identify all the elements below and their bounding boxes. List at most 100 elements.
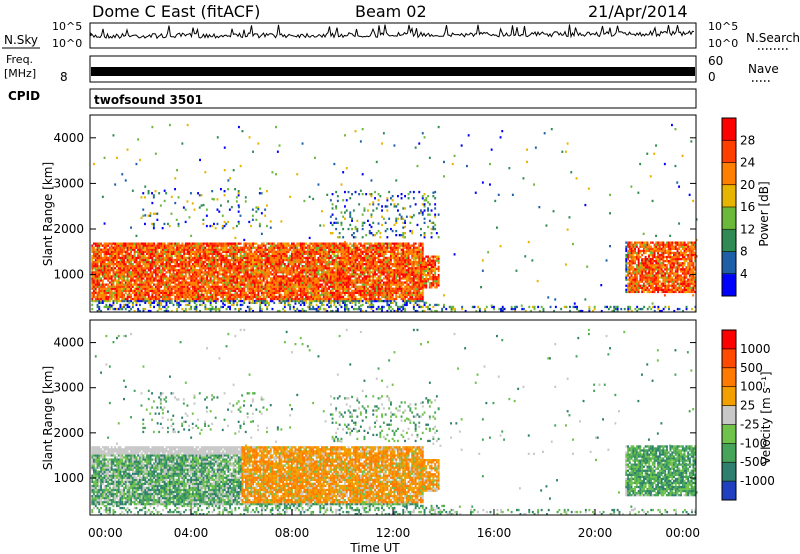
range-gate-cell bbox=[375, 291, 378, 294]
range-gate-cell bbox=[379, 258, 382, 262]
range-gate-cell bbox=[192, 285, 194, 288]
range-gate-cell bbox=[211, 267, 214, 270]
range-gate-cell bbox=[107, 275, 110, 278]
range-gate-cell bbox=[181, 295, 184, 299]
range-gate-cell bbox=[123, 271, 125, 274]
range-gate-cell bbox=[296, 291, 299, 294]
range-gate-cell bbox=[131, 289, 134, 292]
range-gate-cell bbox=[315, 248, 318, 251]
range-gate-cell bbox=[176, 242, 178, 245]
range-gate-cell bbox=[365, 277, 368, 280]
range-gate-cell bbox=[381, 283, 383, 286]
range-gate-cell bbox=[314, 273, 316, 276]
range-gate-cell bbox=[287, 295, 290, 299]
range-gate-cell bbox=[142, 263, 145, 266]
range-gate-cell bbox=[259, 281, 262, 284]
range-gate-cell bbox=[390, 267, 392, 270]
range-gate-cell bbox=[239, 277, 242, 280]
range-gate-cell bbox=[255, 263, 258, 266]
range-gate-cell bbox=[303, 250, 306, 253]
range-gate-cell bbox=[303, 283, 306, 286]
range-gate-cell bbox=[190, 293, 193, 297]
range-gate-cell bbox=[299, 256, 302, 260]
range-gate-cell bbox=[328, 299, 330, 303]
range-gate-cell bbox=[298, 281, 300, 284]
range-gate-cell bbox=[397, 244, 399, 247]
range-gate-cell bbox=[239, 263, 242, 266]
range-gate-cell bbox=[119, 295, 122, 299]
range-gate-cell bbox=[374, 250, 376, 253]
range-gate-cell bbox=[186, 263, 189, 266]
range-gate-cell bbox=[321, 287, 323, 290]
range-gate-cell bbox=[184, 293, 187, 297]
range-gate-cell bbox=[377, 289, 380, 292]
range-gate-cell bbox=[315, 267, 318, 270]
range-gate-cell bbox=[259, 263, 262, 266]
range-gate-cell bbox=[400, 295, 403, 299]
range-gate-cell bbox=[174, 299, 177, 303]
range-gate-cell bbox=[137, 246, 140, 249]
range-gate-cell bbox=[222, 271, 224, 274]
range-gate-cell bbox=[248, 289, 251, 292]
range-gate-cell bbox=[345, 277, 348, 280]
range-gate-cell bbox=[421, 291, 424, 294]
range-gate-cell bbox=[223, 242, 226, 245]
range-gate-cell bbox=[299, 289, 302, 292]
range-gate-cell bbox=[388, 246, 391, 249]
range-gate-cell bbox=[167, 256, 170, 260]
range-gate-cell bbox=[239, 246, 242, 249]
range-gate-cell bbox=[200, 260, 203, 264]
range-gate-cell bbox=[123, 289, 125, 292]
range-gate-cell bbox=[283, 293, 286, 297]
range-gate-cell bbox=[110, 248, 113, 251]
range-gate-cell bbox=[110, 242, 113, 245]
range-gate-cell bbox=[215, 242, 217, 245]
range-gate-cell bbox=[345, 279, 348, 282]
range-gate-cell bbox=[147, 283, 150, 286]
range-gate-cell bbox=[292, 293, 295, 297]
range-gate-cell bbox=[395, 256, 398, 260]
range-gate-cell bbox=[232, 293, 235, 297]
range-gate-cell bbox=[402, 265, 405, 268]
range-gate-cell bbox=[393, 299, 396, 303]
range-gate-cell bbox=[110, 287, 113, 290]
range-gate-cell bbox=[197, 273, 200, 276]
range-gate-cell bbox=[317, 273, 320, 276]
range-gate-cell bbox=[91, 281, 94, 284]
range-gate-cell bbox=[372, 287, 375, 290]
range-gate-cell bbox=[367, 250, 369, 253]
range-gate-cell bbox=[126, 265, 129, 268]
range-gate-cell bbox=[375, 244, 378, 247]
range-gate-cell bbox=[121, 256, 124, 260]
range-gate-cell bbox=[128, 283, 131, 286]
range-gate-cell bbox=[156, 256, 159, 260]
range-gate-cell bbox=[291, 252, 293, 255]
range-gate-cell bbox=[172, 252, 175, 255]
range-gate-cell bbox=[352, 273, 355, 276]
range-gate-cell bbox=[400, 260, 403, 264]
range-gate-cell bbox=[405, 289, 408, 292]
range-gate-cell bbox=[255, 279, 258, 282]
range-gate-cell bbox=[414, 281, 417, 284]
range-gate-cell bbox=[283, 277, 286, 280]
range-gate-cell bbox=[259, 260, 262, 264]
range-gate-cell bbox=[273, 293, 276, 297]
range-gate-cell bbox=[172, 244, 175, 247]
range-gate-cell bbox=[105, 271, 108, 274]
range-gate-cell bbox=[405, 293, 408, 297]
range-gate-cell bbox=[291, 299, 293, 303]
range-gate-cell bbox=[128, 254, 131, 258]
range-gate-cell bbox=[253, 269, 256, 272]
range-gate-cell bbox=[315, 299, 318, 303]
range-gate-cell bbox=[151, 242, 154, 245]
range-gate-cell bbox=[283, 265, 286, 268]
range-gate-cell bbox=[105, 258, 108, 262]
range-gate-cell bbox=[390, 281, 392, 284]
range-gate-cell bbox=[121, 250, 124, 253]
range-gate-cell bbox=[305, 256, 307, 260]
range-gate-cell bbox=[96, 263, 99, 266]
range-gate-cell bbox=[398, 260, 401, 264]
range-gate-cell bbox=[303, 246, 306, 249]
range-gate-cell bbox=[165, 275, 168, 278]
range-gate-cell bbox=[390, 256, 392, 260]
